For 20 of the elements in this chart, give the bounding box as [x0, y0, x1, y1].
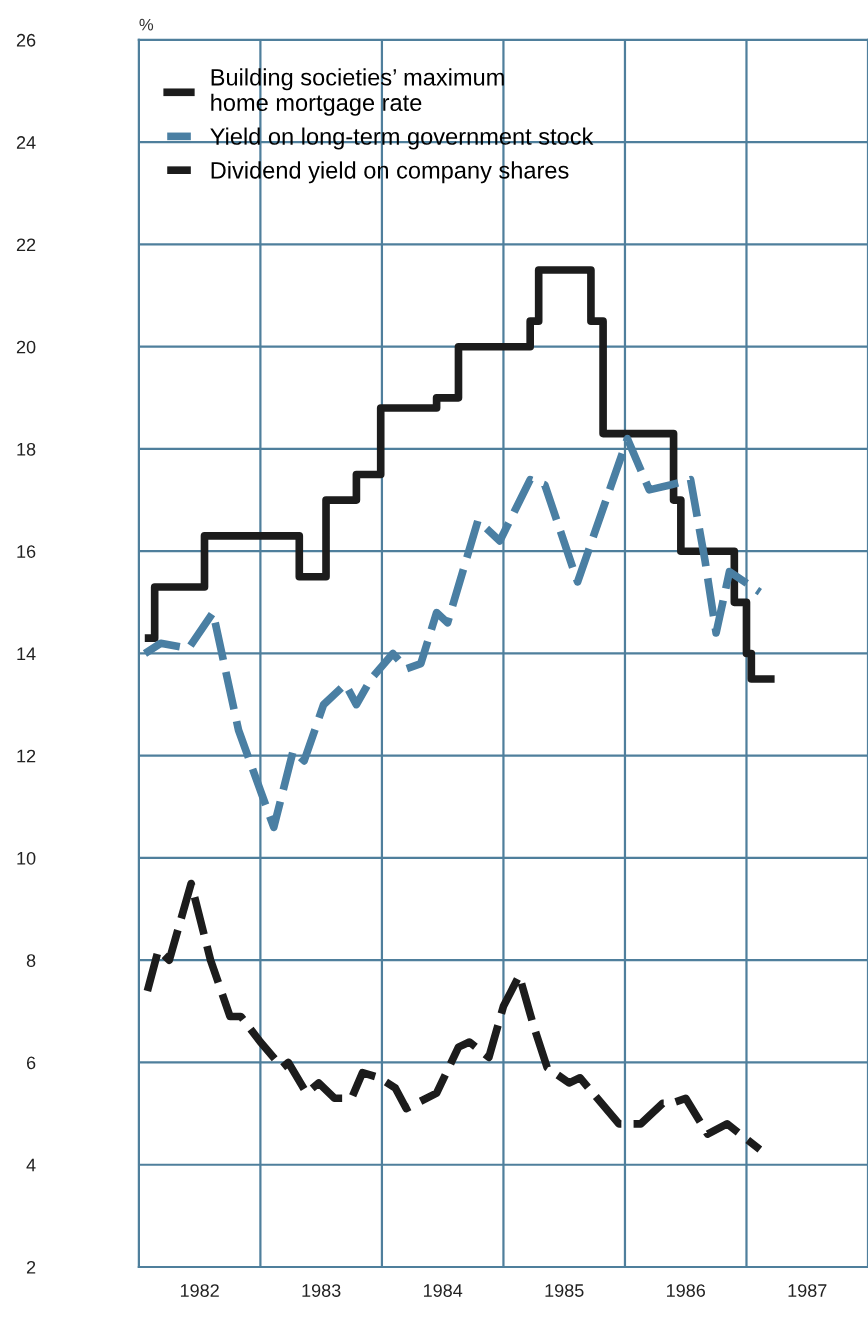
x-tick-label: 1984	[423, 1284, 463, 1297]
y-tick-label: 26	[16, 33, 36, 47]
y-tick-label: 22	[16, 238, 36, 251]
y-tick-label: 20	[16, 340, 36, 354]
x-tick-label: 1986	[667, 1284, 706, 1297]
y-tick-label: 2	[26, 1260, 36, 1274]
y-tick-label: 16	[17, 545, 36, 558]
y-tick-label: 6	[26, 1056, 36, 1070]
y-axis-title: %	[139, 18, 154, 31]
x-tick-label: 1983	[302, 1284, 341, 1297]
y-tick-label: 14	[17, 647, 36, 661]
y-tick-label: 18	[17, 442, 36, 456]
y-tick-label: 8	[26, 954, 36, 967]
y-tick-label: 10	[17, 851, 36, 865]
x-tick-label: 1982	[180, 1284, 219, 1297]
y-tick-label: 12	[17, 749, 36, 763]
x-tick-label: 1987	[788, 1284, 827, 1297]
y-tick-label: 24	[16, 136, 36, 149]
y-tick-label: 4	[26, 1158, 36, 1172]
x-tick-label: 1985	[545, 1284, 584, 1297]
